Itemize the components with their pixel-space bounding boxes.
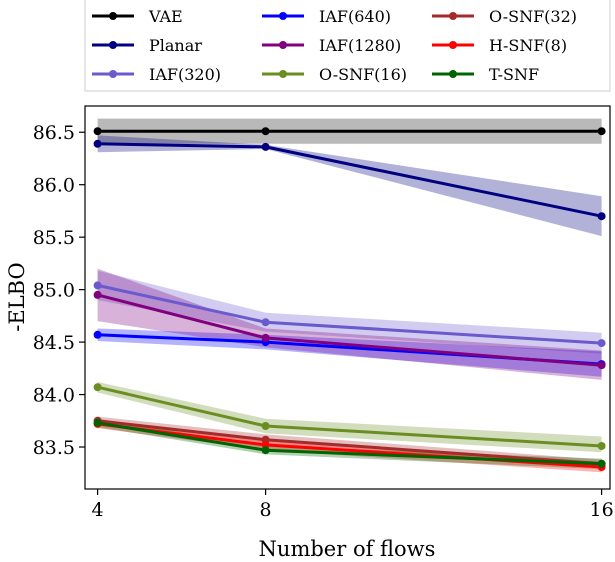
point-planar-16 xyxy=(597,212,606,221)
legend-label-iaf-640: IAF(640) xyxy=(319,7,391,26)
y-tick-label-83.5: 83.5 xyxy=(33,437,75,459)
point-iaf-320-16 xyxy=(597,339,606,348)
x-tick-label-4: 4 xyxy=(92,499,104,521)
band-t-snf xyxy=(97,418,602,470)
point-o-snf-16-16 xyxy=(597,442,606,450)
y-tick-label-85: 85.0 xyxy=(33,280,75,302)
legend-marker-h-snf-8 xyxy=(449,41,457,49)
x-axis: 4 8 16 xyxy=(92,489,614,521)
legend-marker-t-snf xyxy=(449,70,457,78)
y-axis: 83.5 84.0 84.5 85.0 85.5 86.0 86.5 xyxy=(33,122,85,459)
point-vae-8 xyxy=(261,127,270,136)
x-tick-label-8: 8 xyxy=(260,499,272,521)
point-iaf-320-4 xyxy=(93,281,102,290)
point-iaf-1280-8 xyxy=(261,333,270,342)
x-axis-label: Number of flows xyxy=(259,537,436,561)
legend-marker-iaf-1280 xyxy=(279,41,287,49)
point-planar-4 xyxy=(93,139,102,148)
legend-marker-iaf-640 xyxy=(279,12,287,20)
legend-marker-o-snf-16 xyxy=(279,70,287,78)
legend-marker-iaf-320 xyxy=(109,70,117,78)
band-iaf-320 xyxy=(97,270,602,354)
band-o-snf-16 xyxy=(97,382,602,453)
legend-label-vae: VAE xyxy=(148,7,183,26)
y-tick-label-84: 84.0 xyxy=(33,385,75,407)
legend-label-iaf-320: IAF(320) xyxy=(149,65,221,84)
point-iaf-1280-16 xyxy=(597,361,606,370)
point-planar-8 xyxy=(261,142,270,151)
point-o-snf-16-4 xyxy=(93,383,102,392)
y-tick-label-86: 86.0 xyxy=(33,175,75,197)
point-vae-16 xyxy=(597,127,606,136)
legend-label-planar: Planar xyxy=(149,36,202,55)
point-t-snf-8 xyxy=(261,446,270,455)
x-tick-label-16: 16 xyxy=(590,499,614,521)
band-planar xyxy=(97,135,602,237)
legend-label-iaf-1280: IAF(1280) xyxy=(319,36,401,55)
plot-frame xyxy=(84,105,611,490)
y-axis-label: -ELBO xyxy=(5,262,29,331)
legend-marker-o-snf-32 xyxy=(449,12,457,20)
y-tick-label-84.5: 84.5 xyxy=(33,332,75,354)
y-tick-label-85.5: 85.5 xyxy=(33,227,75,249)
point-vae-4 xyxy=(93,127,102,136)
legend-marker-vae xyxy=(109,12,117,20)
legend-label-t-snf: T-SNF xyxy=(489,65,539,84)
point-o-snf-16-8 xyxy=(261,422,270,430)
series-points xyxy=(93,127,606,471)
confidence-bands xyxy=(97,118,602,473)
legend-label-o-snf-16: O-SNF(16) xyxy=(319,65,407,84)
point-t-snf-16 xyxy=(597,459,606,468)
point-iaf-1280-4 xyxy=(93,290,102,299)
legend: VAE Planar IAF(320) IAF(640) IAF(1280) O-SNF(… xyxy=(84,0,611,92)
point-iaf-320-8 xyxy=(261,318,270,327)
legend-marker-planar xyxy=(109,41,117,49)
point-t-snf-4 xyxy=(93,418,102,427)
band-iaf-1280 xyxy=(97,268,602,380)
legend-label-o-snf-32: O-SNF(32) xyxy=(489,7,577,26)
legend-label-h-snf-8: H-SNF(8) xyxy=(489,36,567,55)
y-tick-label-86.5: 86.5 xyxy=(33,122,75,144)
point-iaf-640-4 xyxy=(93,330,102,339)
legend-frame xyxy=(84,0,611,92)
